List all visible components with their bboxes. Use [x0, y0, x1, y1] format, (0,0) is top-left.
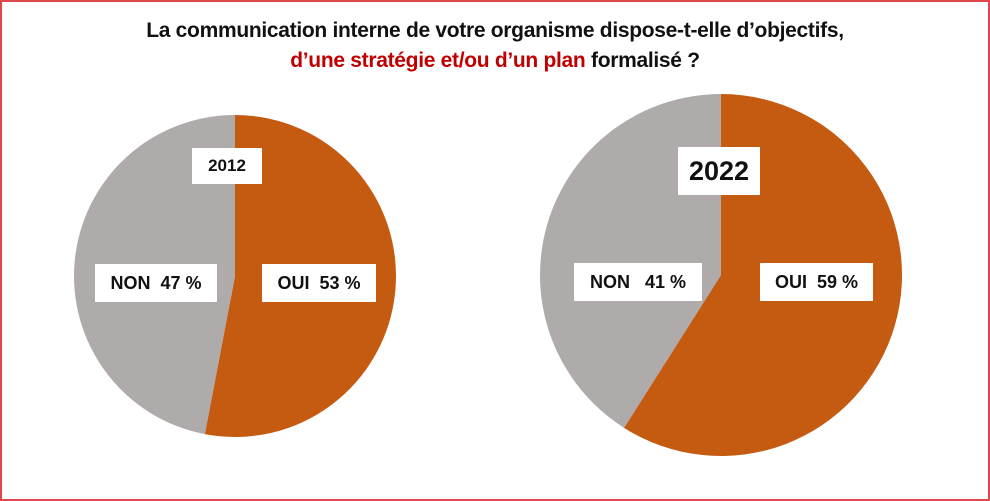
title-highlight: d’une stratégie et/ou d’un plan [290, 49, 586, 72]
chart-title: La communication interne de votre organi… [2, 16, 988, 76]
pie-2012-oui-label: OUI 53 % [262, 264, 376, 302]
pie-2012-non-label: NON 47 % [95, 264, 217, 302]
pie-2012-year-label: 2012 [192, 148, 262, 184]
title-rest: formalisé ? [585, 49, 700, 72]
pie-2022-oui-label: OUI 59 % [760, 263, 873, 301]
title-line-1: La communication interne de votre organi… [146, 19, 844, 42]
pie-2022-slice-non [540, 94, 721, 428]
pie-2022-year-label: 2022 [678, 147, 760, 195]
pie-2022-non-label: NON 41 % [574, 263, 702, 301]
title-line-2: d’une stratégie et/ou d’un plan formalis… [2, 46, 988, 76]
